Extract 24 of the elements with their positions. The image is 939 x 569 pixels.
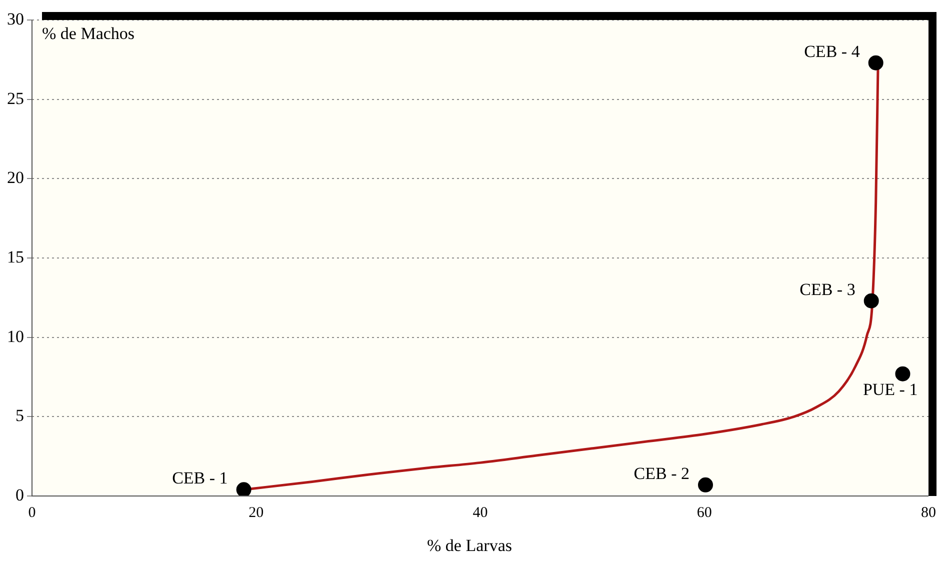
y-tick-label: 5 <box>16 406 24 426</box>
x-tick-label: 80 <box>921 504 936 521</box>
point <box>868 55 884 70</box>
y-tick-label: 15 <box>7 247 24 266</box>
x-axis-title: % de Larvas <box>426 536 513 556</box>
point <box>236 482 252 496</box>
y-tick-label: 25 <box>7 88 24 108</box>
x-tick-label: 0 <box>28 504 36 521</box>
annotation: PUE - 1 <box>862 380 918 399</box>
x-tick-label: 40 <box>472 504 488 521</box>
point <box>864 293 879 308</box>
point <box>698 477 713 492</box>
x-tick-label: 60 <box>696 504 712 521</box>
annotation: CEB - 4 <box>804 42 860 61</box>
y-tick-label: 10 <box>7 326 24 346</box>
y-tick-label: 20 <box>7 168 24 188</box>
y-tick-label: 30 <box>7 9 24 28</box>
annotation: CEB - 1 <box>172 468 228 488</box>
point <box>895 366 910 382</box>
y-tick-label: 0 <box>16 485 24 504</box>
x-tick-label: 20 <box>248 504 264 521</box>
annotation: CEB - 3 <box>800 280 856 299</box>
y-axis-title: % de Machos <box>42 24 135 43</box>
annotation: CEB - 2 <box>634 464 690 483</box>
